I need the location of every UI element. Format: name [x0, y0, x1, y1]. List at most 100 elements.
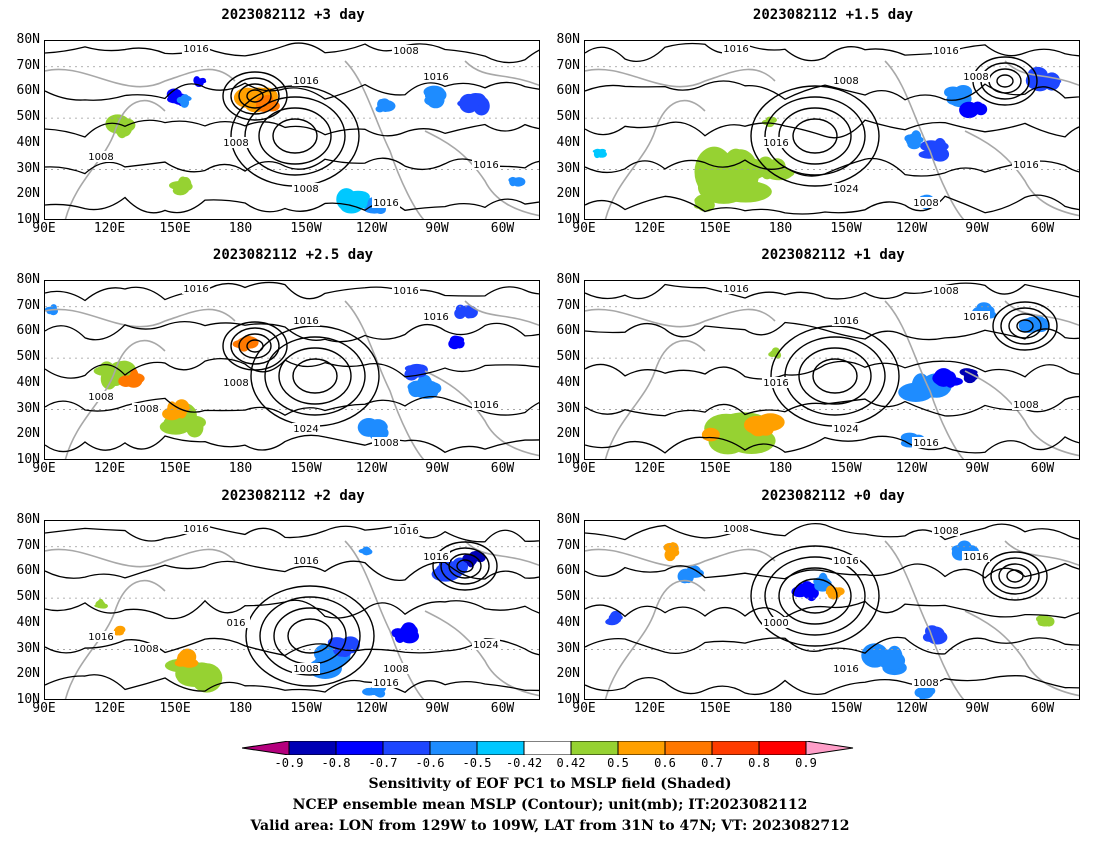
- lon-tick-label: 90W: [965, 461, 989, 476]
- mslp-contour: [585, 321, 1079, 341]
- mslp-contour: [764, 96, 866, 176]
- colorbar-label: 0.5: [607, 756, 629, 770]
- contour-label: 1016: [183, 524, 208, 535]
- contour-label: 1016: [833, 556, 858, 567]
- colorbar-segment: [664, 741, 713, 755]
- colorbar-segment: [382, 741, 431, 755]
- lon-tick-label: 90W: [965, 221, 989, 236]
- panel-title: 2023082112 +1.5 day: [752, 7, 914, 23]
- mslp-contour: [585, 80, 1079, 101]
- lon-tick-label: 120E: [633, 701, 666, 716]
- mslp-contour: [258, 107, 332, 165]
- mslp-contour: [585, 562, 1079, 580]
- mslp-contour: [778, 567, 852, 625]
- mslp-contour: [45, 599, 539, 620]
- lat-tick-label: 20N: [556, 426, 580, 442]
- lat-tick-label: 30N: [556, 640, 580, 656]
- lon-tick-label: 180: [768, 701, 793, 716]
- lon-tick-label: 120W: [355, 701, 388, 716]
- lon-tick-label: 150W: [290, 461, 322, 476]
- lat-tick-label: 50N: [556, 349, 580, 365]
- sensitivity-shading: [932, 368, 963, 388]
- colorbar-segment: [711, 741, 760, 755]
- sensitivity-shading: [423, 85, 447, 109]
- coastline: [464, 60, 539, 87]
- contour-label: 1008: [88, 392, 113, 403]
- map-canvas: 1016 1016 1016 1016 1008 1024 1008 1016 1008 1008: [45, 281, 539, 459]
- mslp-contour: [750, 545, 880, 647]
- lat-tick-label: 20N: [16, 186, 40, 202]
- coastline: [424, 130, 539, 217]
- sensitivity-shading: [174, 648, 199, 668]
- contour-label: 1008: [223, 378, 248, 389]
- lat-tick-label: 40N: [16, 374, 40, 390]
- mslp-contour: [750, 85, 880, 187]
- sensitivity-shading: [761, 116, 777, 128]
- lat-tick-label: 80N: [556, 272, 580, 287]
- contour-label: 1016: [88, 632, 113, 643]
- sensitivity-shading: [404, 363, 428, 381]
- coastline: [604, 99, 706, 219]
- lat-tick-label: 20N: [556, 666, 580, 682]
- contour-label: 1016: [763, 138, 788, 149]
- contour-label: 1016: [293, 556, 318, 567]
- colorbar-segment: [288, 741, 337, 755]
- lon-tick-label: 180: [228, 461, 253, 476]
- mslp-contour: [456, 559, 474, 573]
- sensitivity-shading: [693, 194, 715, 212]
- sensitivity-shading: [508, 176, 526, 187]
- coastline: [964, 610, 1079, 697]
- lat-tick-label: 50N: [556, 109, 580, 125]
- contour-label: 1008: [373, 438, 398, 449]
- contour-label: 1008: [833, 76, 858, 87]
- contour-label: 1016: [373, 678, 398, 689]
- map-panel-0day: 1008 1008 1016 1016 1000 1016 1008: [584, 520, 1080, 700]
- contour-label: 016: [226, 618, 245, 629]
- contour-label: 1024: [833, 424, 858, 435]
- coastline: [1004, 300, 1079, 327]
- colorbar-segment: [429, 741, 478, 755]
- sensitivity-shading: [825, 585, 845, 600]
- colorbar-label: -0.7: [368, 756, 398, 770]
- map-panel-1day: 1016 1008 1016 1016 1016 1024 1016 1008: [584, 280, 1080, 460]
- contour-label: 1016: [473, 400, 498, 411]
- mslp-contour: [246, 89, 264, 103]
- contour-label: 1008: [223, 138, 248, 149]
- lon-tick-label: 90E: [32, 221, 56, 236]
- lat-tick-label: 20N: [16, 426, 40, 442]
- lon-tick-label: 150E: [159, 701, 191, 716]
- colorbar-label: 0.6: [654, 756, 676, 770]
- mslp-contour: [244, 96, 346, 176]
- coastline: [424, 370, 539, 457]
- lat-tick-label: 70N: [16, 57, 40, 73]
- mslp-contour: [45, 281, 539, 302]
- contour-label: 1008: [293, 664, 318, 675]
- mslp-contour: [45, 81, 539, 101]
- contour-label: 1024: [293, 424, 318, 435]
- lat-tick-label: 40N: [16, 614, 40, 630]
- mslp-contour: [982, 551, 1048, 601]
- lat-tick-label: 30N: [16, 400, 40, 416]
- colorbar-label: -0.6: [415, 756, 445, 770]
- contour-label: 1008: [393, 46, 418, 57]
- contour-label: 1016: [183, 44, 208, 55]
- colorbar-label: 0.42: [556, 756, 586, 770]
- coastline: [884, 300, 965, 459]
- lat-tick-label: 60N: [556, 83, 580, 99]
- lon-tick-label: 90E: [572, 461, 596, 476]
- lat-tick-label: 30N: [556, 160, 580, 176]
- lat-tick-label: 80N: [16, 32, 40, 47]
- mslp-contour: [585, 282, 1079, 300]
- coastline: [45, 548, 236, 568]
- map-canvas: 1008 1008 1016 1016 1000 1016 1008: [585, 522, 1079, 699]
- mslp-contour: [585, 360, 1079, 380]
- contour-label: 1008: [293, 184, 318, 195]
- lat-tick-label: 50N: [16, 589, 40, 605]
- contour-label: 1016: [913, 438, 938, 449]
- colorbar: [242, 741, 854, 755]
- lat-tick-label: 60N: [16, 563, 40, 579]
- lon-tick-label: 90E: [32, 461, 56, 476]
- colorbar-segment: [617, 741, 666, 755]
- colorbar-segment: [476, 741, 525, 755]
- contour-label: 1008: [133, 404, 158, 415]
